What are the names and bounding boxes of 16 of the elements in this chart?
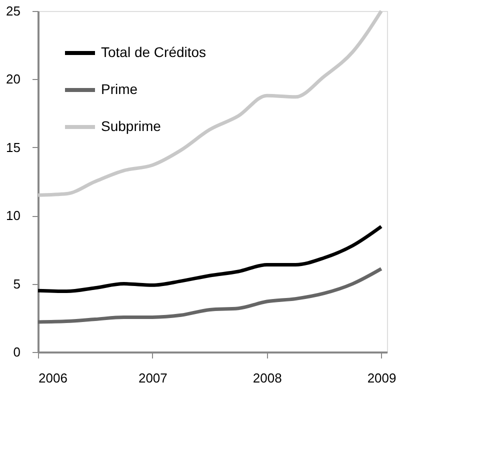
x-tick-label: 2009 [367, 370, 396, 386]
legend-label: Total de Créditos [101, 44, 206, 60]
legend-label: Subprime [101, 118, 162, 134]
y-tick-label: 10 [6, 208, 20, 224]
line-series [36, 224, 384, 294]
line-series [36, 267, 384, 324]
y-tick-label: 25 [6, 4, 20, 18]
y-tick-label: 20 [6, 72, 20, 87]
x-tick-label: 2006 [38, 370, 68, 386]
line-series [36, 9, 384, 197]
legend-label: Prime [101, 81, 138, 97]
y-tick-label: 5 [13, 276, 20, 292]
x-tick-label: 2008 [252, 370, 282, 386]
y-tick-label: 0 [13, 344, 20, 360]
y-tick-label: 15 [6, 140, 20, 155]
x-tick-label: 2007 [138, 370, 168, 386]
